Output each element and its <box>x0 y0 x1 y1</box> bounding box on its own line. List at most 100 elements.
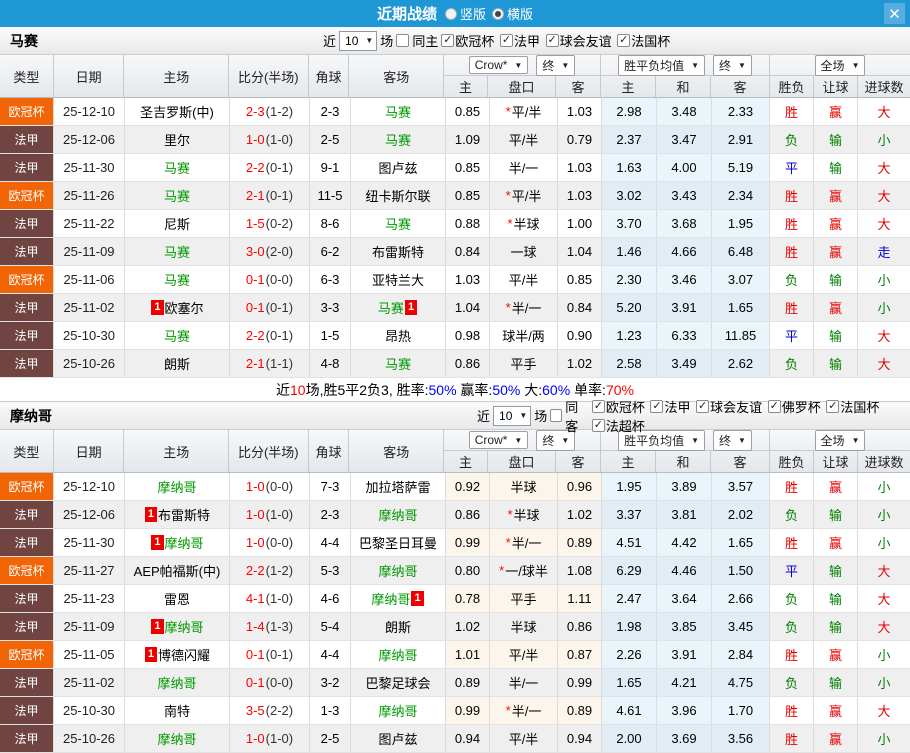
unit-label: 场 <box>380 34 394 49</box>
header-dropdown-value: Crow* <box>474 58 508 72</box>
league-badge: 法甲 <box>0 697 54 724</box>
handicap-cell: * 半/一 <box>490 294 558 321</box>
team-label: 纽卡斯尔联 <box>365 189 431 204</box>
col-header-home: 主场 <box>124 430 229 472</box>
score-cell: 1-0 (0-0) <box>230 473 310 500</box>
avg-home-cell: 1.46 <box>602 238 657 265</box>
team-label: 昂热 <box>384 329 411 344</box>
away-team: 摩纳哥 1 <box>351 585 446 612</box>
horizontal-layout-radio[interactable] <box>492 7 504 20</box>
result-handicap-cell: 输 <box>814 669 858 696</box>
match-date: 25-11-27 <box>54 557 125 584</box>
avg-home-cell: 1.98 <box>602 613 657 640</box>
team-label: 马赛 <box>384 357 411 372</box>
match-count-select[interactable]: 10 ▼ <box>493 405 532 426</box>
header-dropdown[interactable]: 终 ▼ <box>713 54 752 76</box>
league-checkbox[interactable] <box>767 399 781 413</box>
team-label: 摩纳哥 <box>371 592 411 607</box>
home-team: 里尔 <box>125 126 230 153</box>
near-label: 近 <box>323 34 337 49</box>
team-label: 里尔 <box>163 133 190 148</box>
header-dropdown[interactable]: 胜平负均值 ▼ <box>618 54 706 76</box>
header-dropdown[interactable]: 全场 ▼ <box>814 429 866 451</box>
header-dropdown-value: 胜平负均值 <box>624 58 685 73</box>
same-venue-checkbox[interactable] <box>550 409 563 422</box>
red-card-badge: 1 <box>411 591 424 606</box>
corners-cell: 5-4 <box>310 613 351 640</box>
team-label: 摩纳哥 <box>157 480 197 495</box>
corners-cell: 4-4 <box>310 529 351 556</box>
header-dropdown[interactable]: 终 ▼ <box>536 429 576 451</box>
match-row: 法甲 25-10-30 马赛 2-2 (0-1) 1-5 昂热 0.98 球半/两… <box>0 322 910 350</box>
league-checkbox[interactable] <box>545 34 559 47</box>
same-venue-checkbox[interactable] <box>396 34 410 47</box>
league-checkbox[interactable] <box>591 418 605 432</box>
result-handicap-cell: 输 <box>814 350 858 377</box>
league-checkbox[interactable] <box>826 399 840 413</box>
header-dropdown[interactable]: 终 ▼ <box>713 429 752 451</box>
handicap-cell: * 平/半 <box>490 98 558 125</box>
header-dropdown[interactable]: Crow* ▼ <box>468 56 529 74</box>
avg-dropdowns: 胜平负均值 ▼ 终 ▼ <box>601 54 770 76</box>
avg-away-cell: 5.19 <box>712 154 770 181</box>
home-team: 马赛 <box>125 182 230 209</box>
header-dropdown[interactable]: 胜平负均值 ▼ <box>618 429 706 451</box>
league-checkbox[interactable] <box>499 34 513 47</box>
avg-draw-cell: 3.96 <box>657 697 712 724</box>
league-badge: 法甲 <box>0 529 54 556</box>
odds-home-cell: 1.01 <box>446 641 490 668</box>
col-header-goals-result: 进球数 <box>864 80 904 95</box>
header-dropdown-value: 全场 <box>820 58 845 73</box>
handicap-cell: * 半/一 <box>490 697 558 724</box>
match-row: 法甲 25-11-30 1 摩纳哥 1-0 (0-0) 4-4 巴黎圣日耳曼 0.9… <box>0 529 910 557</box>
col-header-handicap: 盘口 <box>488 76 557 97</box>
avg-home-cell: 2.30 <box>602 266 657 293</box>
handicap-cell: 平/半 <box>490 641 558 668</box>
avg-draw-cell: 3.43 <box>657 182 712 209</box>
league-label: 欧冠杯 <box>455 34 495 49</box>
header-dropdown[interactable]: 全场 ▼ <box>814 54 866 76</box>
league-checkbox[interactable] <box>696 399 710 413</box>
match-date: 25-11-05 <box>54 641 125 668</box>
league-badge: 欧冠杯 <box>0 473 54 500</box>
away-team: 加拉塔萨雷 <box>351 473 446 500</box>
match-count-select[interactable]: 10 ▼ <box>339 30 378 51</box>
corners-cell: 9-1 <box>310 154 351 181</box>
avg-away-cell: 3.57 <box>712 473 770 500</box>
away-team: 马赛 1 <box>351 294 446 321</box>
avg-away-cell: 3.45 <box>712 613 770 640</box>
summary-segment: 60% <box>542 381 571 398</box>
table-header: 类型 日期 主场 比分(半场) 角球 客场 Crow* ▼ 终 ▼ 主 盘口 客… <box>0 54 910 98</box>
avg-draw-cell: 3.91 <box>657 641 712 668</box>
league-checkbox[interactable] <box>441 34 455 47</box>
header-dropdown[interactable]: Crow* ▼ <box>468 431 529 449</box>
section-header: 摩纳哥 近 10 ▼ 场 同客 欧冠杯 法甲 球会友谊 佛罗杯 法国杯 <box>0 399 910 434</box>
header-dropdown[interactable]: 终 ▼ <box>536 54 576 76</box>
home-team: 南特 <box>125 697 230 724</box>
league-checkbox[interactable] <box>617 34 631 47</box>
result-goals-cell: 大 <box>877 592 891 607</box>
match-row: 法甲 25-11-02 摩纳哥 0-1 (0-0) 3-2 巴黎足球会 0.89 … <box>0 669 910 697</box>
match-row: 法甲 25-11-09 1 摩纳哥 1-4 (1-3) 5-4 朗斯 1.02 半球… <box>0 613 910 641</box>
col-header-wdl: 胜负 <box>770 76 815 97</box>
avg-away-cell: 2.66 <box>712 585 770 612</box>
close-icon[interactable]: ✕ <box>884 3 905 24</box>
vertical-layout-radio[interactable] <box>444 7 457 20</box>
col-header-odds-home: 主 <box>444 451 489 472</box>
handicap-cell: * 平/半 <box>490 182 558 209</box>
odds-away-cell: 0.85 <box>558 266 602 293</box>
odds-header-group: Crow* ▼ 终 ▼ 主 盘口 客 <box>444 54 602 97</box>
result-wdl-cell: 胜 <box>770 641 814 668</box>
odds-dropdowns: Crow* ▼ 终 ▼ <box>444 429 601 451</box>
score-cell: 2-1 (0-1) <box>230 182 310 209</box>
league-filter: 欧冠杯 <box>591 397 645 416</box>
result-handicap-cell: 输 <box>814 126 858 153</box>
league-checkbox[interactable] <box>591 399 605 413</box>
team-label: 马赛 <box>163 189 190 204</box>
league-checkbox[interactable] <box>650 399 664 413</box>
team-label: 马赛 <box>163 329 190 344</box>
summary-row: 近 10 场,胜5平2负3, 胜率: 50% 赢率: 50% 大: 60% 单率: 70% <box>0 378 910 402</box>
avg-away-cell: 2.84 <box>712 641 770 668</box>
avg-home-cell: 2.37 <box>602 126 657 153</box>
corners-cell: 4-4 <box>310 641 351 668</box>
